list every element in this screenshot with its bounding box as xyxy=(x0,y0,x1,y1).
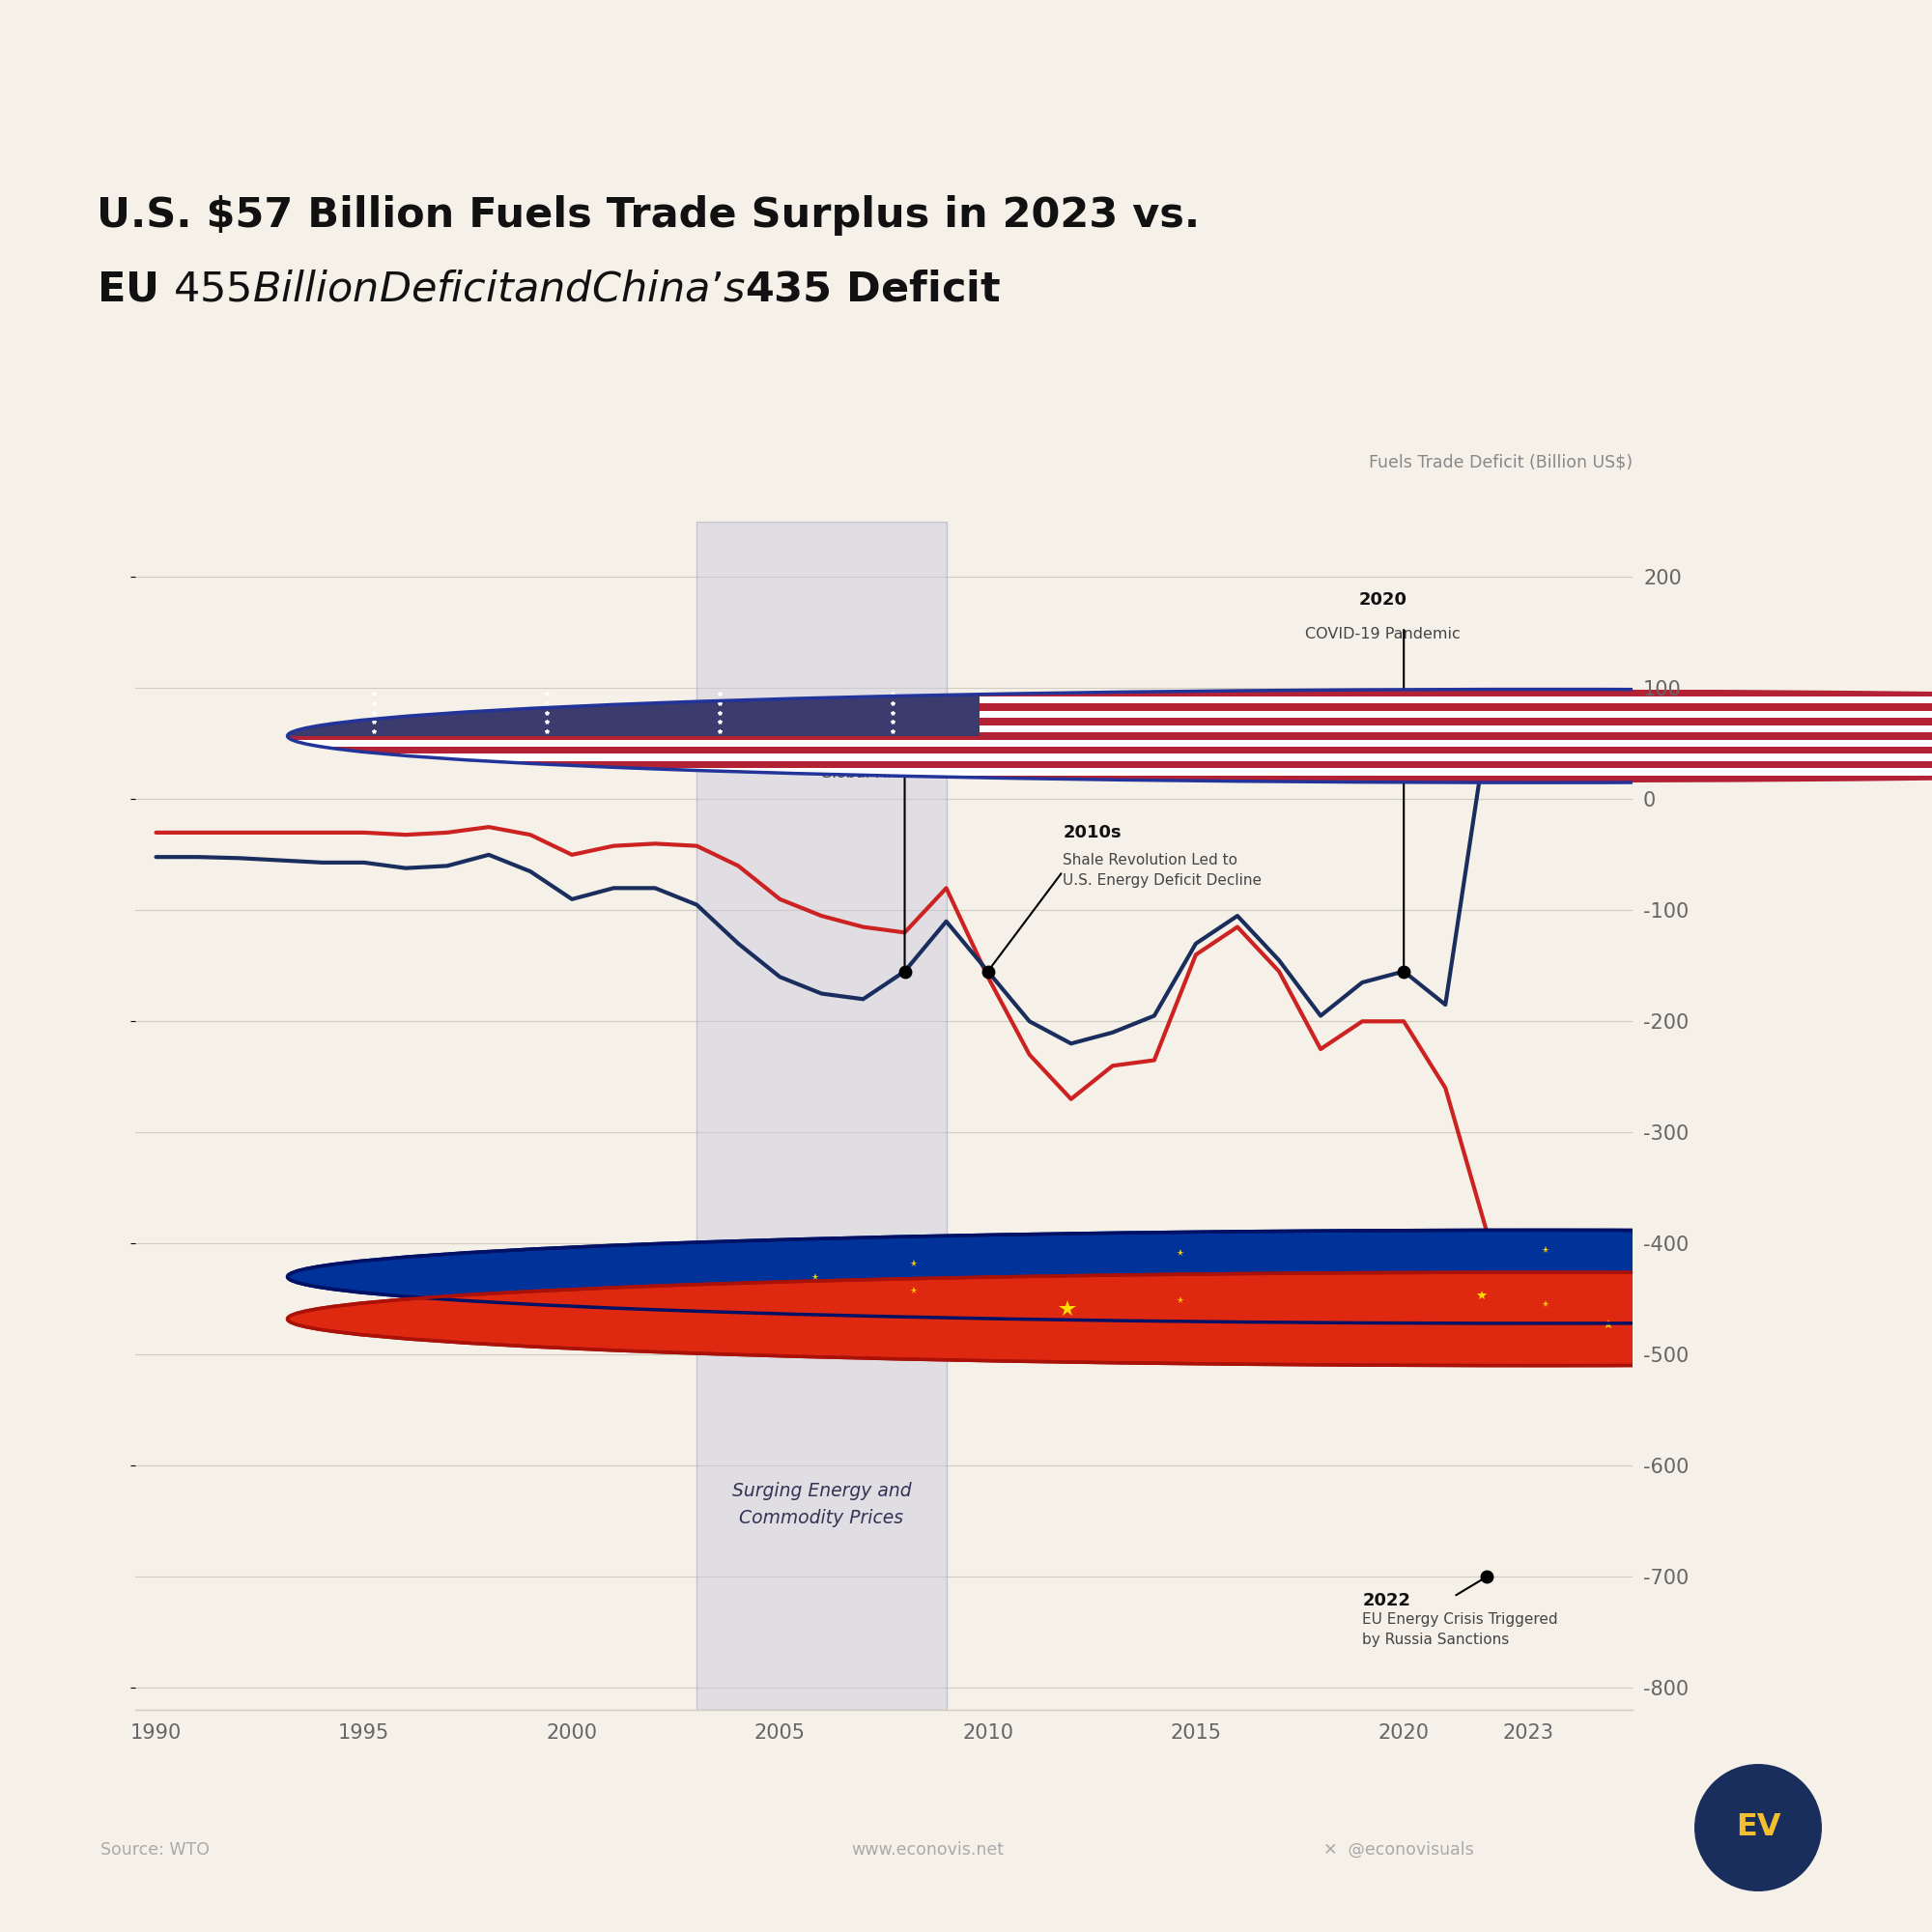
Bar xyxy=(288,740,1932,748)
Bar xyxy=(288,719,1932,724)
Text: 2020: 2020 xyxy=(1358,591,1406,609)
Bar xyxy=(288,703,1932,711)
Ellipse shape xyxy=(288,1231,1932,1323)
Text: COVID-19 Pandemic: COVID-19 Pandemic xyxy=(1306,628,1461,641)
Text: U.S. $57 Billion Fuels Trade Surplus in 2023 vs.: U.S. $57 Billion Fuels Trade Surplus in … xyxy=(97,195,1200,236)
Text: Surging Energy and
Commodity Prices: Surging Energy and Commodity Prices xyxy=(732,1482,912,1526)
Bar xyxy=(288,769,1932,775)
Bar xyxy=(288,697,1932,703)
Ellipse shape xyxy=(288,690,1932,782)
Bar xyxy=(288,748,1932,753)
Text: EU Energy Crisis Triggered
by Russia Sanctions: EU Energy Crisis Triggered by Russia San… xyxy=(1362,1611,1557,1646)
Text: EU $455 Billion Deficit and China’s $435 Deficit: EU $455 Billion Deficit and China’s $435… xyxy=(97,269,1001,309)
Bar xyxy=(288,753,1932,761)
Ellipse shape xyxy=(288,1273,1932,1366)
Bar xyxy=(288,761,1932,769)
Circle shape xyxy=(1694,1764,1822,1891)
Bar xyxy=(288,690,1932,697)
Bar xyxy=(288,732,1932,740)
Text: 2022: 2022 xyxy=(1362,1592,1410,1609)
Text: EV: EV xyxy=(1735,1812,1781,1843)
Bar xyxy=(697,522,947,1710)
Bar xyxy=(288,690,980,736)
Text: ✕  @econovisuals: ✕ @econovisuals xyxy=(1323,1841,1474,1859)
Text: Global Financial Crisis: Global Financial Crisis xyxy=(819,765,989,781)
Bar xyxy=(288,775,1932,782)
Text: Fuels Trade Deficit (Billion US$): Fuels Trade Deficit (Billion US$) xyxy=(1368,454,1633,471)
Bar xyxy=(288,724,1932,732)
Text: 2008: 2008 xyxy=(881,726,929,744)
Text: 2010s: 2010s xyxy=(1063,825,1121,842)
Text: www.econovis.net: www.econovis.net xyxy=(850,1841,1005,1859)
Bar xyxy=(288,711,1932,719)
Text: Shale Revolution Led to
U.S. Energy Deficit Decline: Shale Revolution Led to U.S. Energy Defi… xyxy=(1063,852,1262,887)
Text: Source: WTO: Source: WTO xyxy=(100,1841,209,1859)
